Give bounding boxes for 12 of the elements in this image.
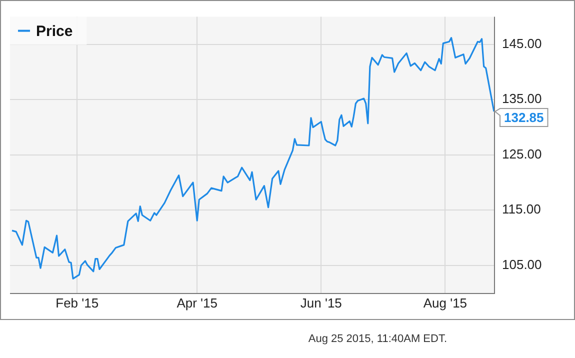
data-label: 132.85	[504, 110, 544, 126]
x-tick-label: Feb '15	[56, 295, 99, 310]
x-tick-label: Jun '15	[300, 295, 342, 310]
y-tick-label: 115.00	[502, 202, 541, 217]
x-tick-label: Apr '15	[176, 295, 218, 310]
y-tick-label: 145.00	[502, 36, 542, 51]
text: Aug 25 2015, 11:40AM EDT.	[308, 333, 447, 345]
x-tick-label: Aug '15	[423, 295, 468, 310]
y-tick-label: 125.00	[502, 146, 542, 162]
y-tick-label: 135.00	[502, 91, 542, 106]
y-tick-label: 105.00	[502, 256, 542, 272]
legend-label: Price	[36, 22, 73, 40]
